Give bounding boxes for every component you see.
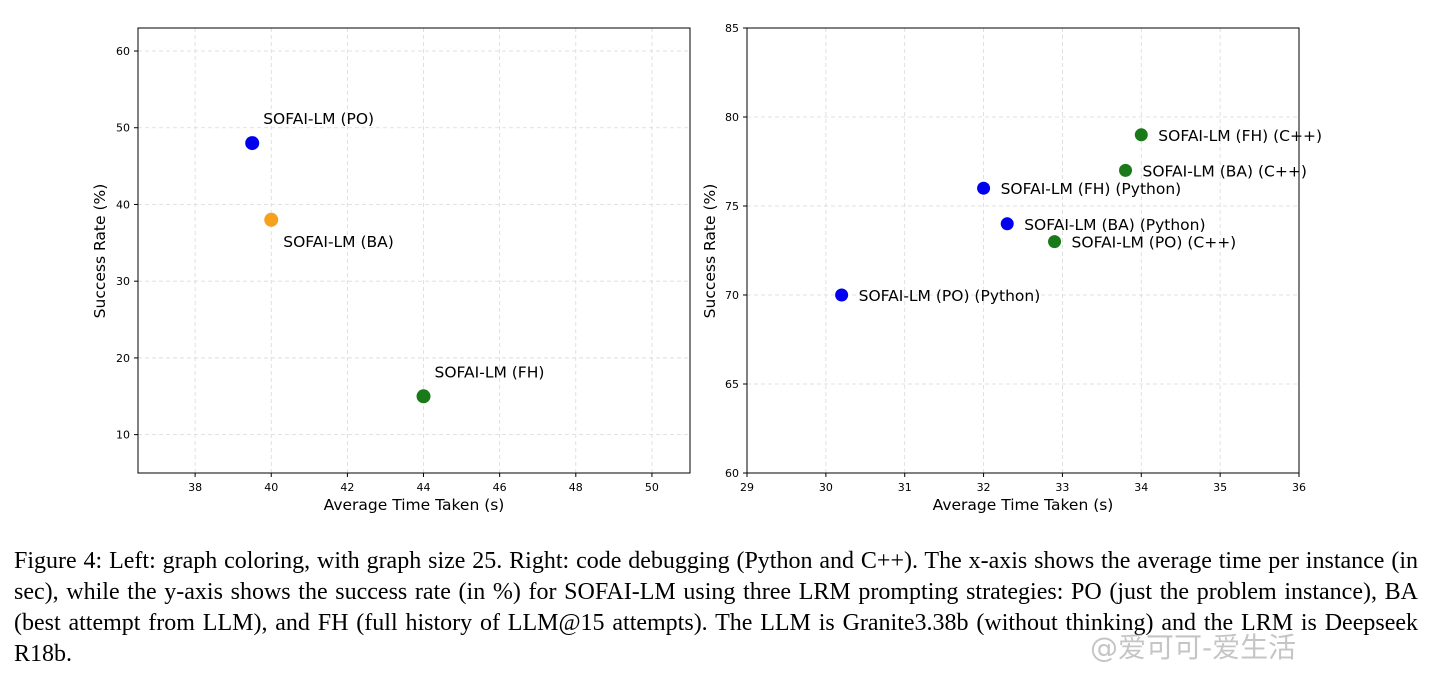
x-tick-label: 44 bbox=[417, 481, 431, 494]
data-point-label: SOFAI-LM (FH) (Python) bbox=[1001, 180, 1182, 198]
plot-frame bbox=[746, 27, 1300, 474]
data-point bbox=[1048, 235, 1062, 249]
chart-2: 29 30 31 32 33 34 35 36 60 65 70 75 80 85 Average Time… bbox=[701, 22, 1322, 514]
data-point-label: SOFAI-LM (BA) (C++) bbox=[1143, 162, 1307, 180]
x-tick-label: 36 bbox=[1292, 481, 1306, 494]
figure-caption: Figure 4: Left: graph coloring, with gra… bbox=[14, 548, 1418, 667]
y-tick-label: 50 bbox=[116, 122, 130, 135]
x-axis-label: Average Time Taken (s) bbox=[324, 496, 505, 514]
y-tick-label: 60 bbox=[116, 45, 130, 58]
y-tick-label: 85 bbox=[725, 22, 739, 35]
plot-frame bbox=[137, 27, 691, 474]
data-point bbox=[416, 389, 431, 404]
x-tick-label: 32 bbox=[977, 481, 991, 494]
x-tick-label: 48 bbox=[569, 481, 583, 494]
data-point bbox=[1119, 163, 1133, 177]
figure-plots: 38 40 42 44 46 48 50 10 20 30 40 50 60 Average Time T… bbox=[91, 22, 1322, 514]
data-point bbox=[245, 136, 260, 151]
x-tick-label: 33 bbox=[1055, 481, 1069, 494]
x-tick-label: 38 bbox=[188, 481, 202, 494]
x-tick-label: 35 bbox=[1213, 481, 1227, 494]
y-tick-label: 80 bbox=[725, 111, 739, 124]
x-tick-label: 42 bbox=[340, 481, 354, 494]
data-point bbox=[835, 288, 849, 302]
data-point-label: SOFAI-LM (PO) (Python) bbox=[859, 287, 1041, 305]
data-point-label: SOFAI-LM (FH) bbox=[435, 363, 545, 381]
x-tick-label: 34 bbox=[1134, 481, 1148, 494]
y-tick-label: 65 bbox=[725, 378, 739, 391]
y-tick-label: 20 bbox=[116, 352, 130, 365]
x-tick-label: 50 bbox=[645, 481, 659, 494]
y-tick-label: 30 bbox=[116, 275, 130, 288]
y-tick-label: 70 bbox=[725, 289, 739, 302]
y-axis-label: Success Rate (%) bbox=[701, 184, 719, 319]
y-tick-label: 40 bbox=[116, 198, 130, 211]
data-point-label: SOFAI-LM (BA) (Python) bbox=[1024, 216, 1205, 234]
x-tick-label: 30 bbox=[819, 481, 833, 494]
data-point bbox=[1000, 217, 1014, 231]
data-point-label: SOFAI-LM (PO) bbox=[263, 110, 374, 128]
data-point bbox=[1134, 128, 1148, 142]
watermark: @爱可可-爱生活 bbox=[1090, 631, 1297, 664]
data-point-label: SOFAI-LM (PO) (C++) bbox=[1072, 234, 1237, 252]
x-tick-label: 46 bbox=[493, 481, 507, 494]
chart-1: 38 40 42 44 46 48 50 10 20 30 40 50 60 Average Time T… bbox=[91, 27, 691, 514]
data-point bbox=[264, 212, 279, 227]
data-point bbox=[977, 181, 991, 195]
y-tick-label: 10 bbox=[116, 429, 130, 442]
y-tick-label: 60 bbox=[725, 467, 739, 480]
x-tick-label: 29 bbox=[740, 481, 754, 494]
x-axis-label: Average Time Taken (s) bbox=[933, 496, 1114, 514]
x-tick-label: 31 bbox=[898, 481, 912, 494]
x-tick-label: 40 bbox=[264, 481, 278, 494]
data-point-label: SOFAI-LM (FH) (C++) bbox=[1158, 127, 1322, 145]
y-tick-label: 75 bbox=[725, 200, 739, 213]
y-axis-label: Success Rate (%) bbox=[91, 184, 109, 319]
data-point-label: SOFAI-LM (BA) bbox=[283, 233, 394, 251]
